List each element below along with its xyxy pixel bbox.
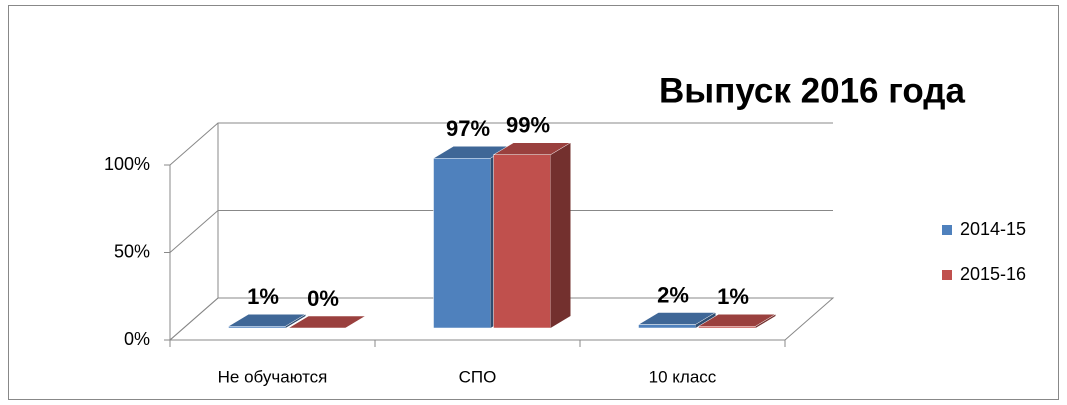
chart-title: Выпуск 2016 года [659, 71, 965, 110]
bar [433, 158, 491, 329]
legend-label: 2015-16 [960, 264, 1026, 284]
bar-top [697, 314, 777, 327]
bar [493, 154, 551, 329]
x-tick-label: Не обучаются [218, 367, 328, 386]
bar [698, 326, 756, 329]
bar-side [550, 142, 571, 328]
grid-line [169, 122, 833, 166]
bar-top [492, 142, 572, 155]
value-label: 1% [717, 284, 749, 309]
bar-side [755, 314, 776, 328]
value-label: 0% [307, 286, 339, 311]
value-label: 1% [247, 284, 279, 309]
bar-side [695, 312, 716, 328]
x-tick-label: СПО [459, 367, 497, 386]
bar-top [287, 315, 367, 329]
y-tick-label: 50% [114, 241, 150, 261]
x-tick-label: 10 класс [649, 367, 717, 386]
bar-side [285, 314, 306, 328]
legend-label: 2014-15 [960, 219, 1026, 239]
y-tick-label: 100% [104, 154, 150, 174]
legend-swatch [942, 225, 952, 235]
y-tick-label: 0% [124, 329, 150, 349]
legend-swatch [942, 270, 952, 280]
bar [228, 326, 286, 329]
bar [638, 324, 696, 329]
bar-top [227, 314, 307, 327]
value-label: 2% [657, 282, 689, 307]
grid-line [169, 297, 833, 341]
value-label: 97% [446, 116, 490, 141]
bar-top [637, 312, 717, 325]
grid-line [169, 210, 833, 253]
value-label: 99% [506, 113, 550, 138]
